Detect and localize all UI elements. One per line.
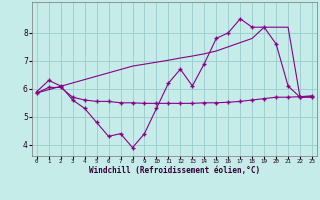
X-axis label: Windchill (Refroidissement éolien,°C): Windchill (Refroidissement éolien,°C) [89,166,260,175]
